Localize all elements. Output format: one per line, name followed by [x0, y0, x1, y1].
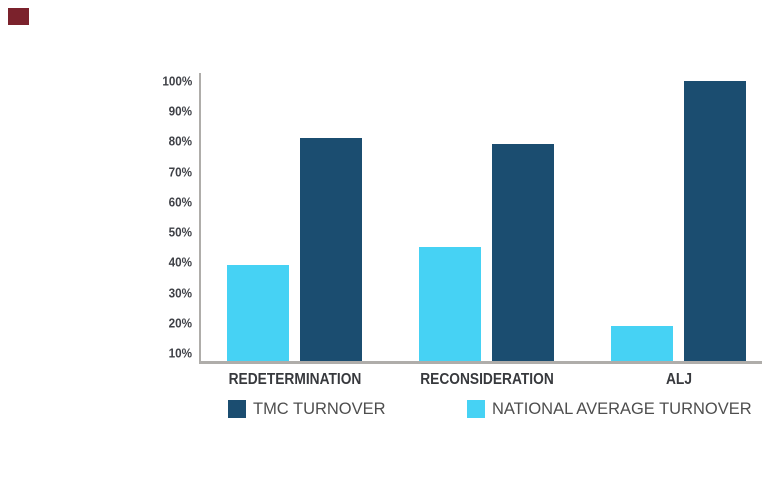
- category-label-redetermination: REDETERMINATION: [228, 371, 361, 388]
- x-axis-line: [199, 361, 762, 364]
- y-tick-label: 70%: [168, 164, 192, 180]
- y-tick-label: 10%: [168, 345, 192, 361]
- y-tick-label: 40%: [168, 254, 192, 270]
- category-label-alj: ALJ: [665, 371, 692, 388]
- y-tick-label: 80%: [168, 133, 192, 149]
- legend-swatch-national-average-turnover: [467, 399, 485, 418]
- legend-swatch-tmc-turnover: [228, 399, 246, 418]
- y-axis-line: [199, 73, 201, 364]
- bar-tmc-turnover-redetermination: [300, 138, 362, 363]
- legend-label-tmc-turnover: TMC TURNOVER: [253, 398, 386, 418]
- bar-tmc-turnover-alj: [684, 81, 746, 363]
- bar-national-average-turnover-reconsideration: [419, 247, 481, 363]
- y-tick-label: 20%: [168, 315, 192, 331]
- y-tick-label: 60%: [168, 194, 192, 210]
- bar-national-average-turnover-alj: [611, 325, 673, 363]
- y-tick-label: 100%: [162, 73, 192, 89]
- y-tick-label: 90%: [168, 103, 192, 119]
- legend-label-national-average-turnover: NATIONAL AVERAGE TURNOVER: [492, 398, 752, 418]
- page-corner-mark: [8, 8, 29, 25]
- legend-item-tmc-turnover: TMC TURNOVER: [228, 399, 390, 418]
- bar-national-average-turnover-redetermination: [227, 265, 289, 363]
- bar-tmc-turnover-reconsideration: [492, 144, 554, 363]
- y-tick-label: 30%: [168, 285, 192, 301]
- legend-item-national-average-turnover: NATIONAL AVERAGE TURNOVER: [467, 399, 760, 418]
- y-tick-label: 50%: [168, 224, 192, 240]
- category-label-reconsideration: RECONSIDERATION: [419, 371, 554, 388]
